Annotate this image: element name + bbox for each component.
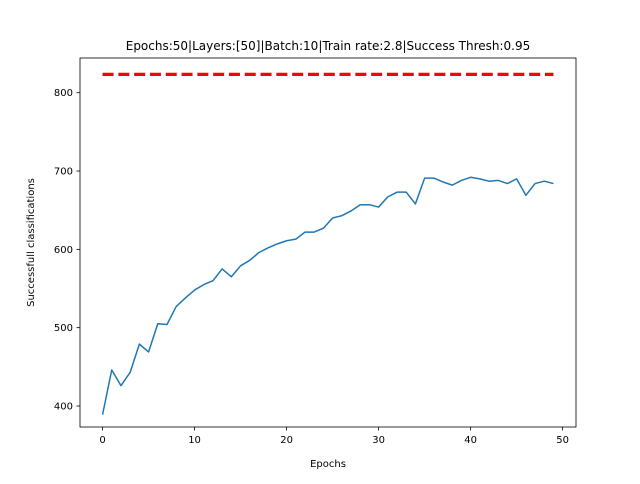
series-line [101,176,554,415]
y-tick-label: 500 [54,323,73,334]
plot-area [101,72,554,415]
y-tick-label: 600 [54,245,73,256]
y-tick-label: 400 [54,402,73,413]
chart-title: Epochs:50|Layers:[50]|Batch:10|Train rat… [126,39,531,53]
plot-frame [79,57,577,428]
y-axis-ticks: 400 500 600 700 800 [54,88,80,413]
x-tick-label: 10 [188,435,201,446]
x-axis-ticks: 0 10 20 30 40 50 [99,427,569,446]
y-tick-label: 700 [54,167,73,178]
x-tick-label: 40 [464,435,477,446]
x-tick-label: 0 [99,435,105,446]
y-tick-label: 800 [54,88,73,99]
y-axis-label: Successfull classifications [26,178,37,307]
x-tick-label: 30 [372,435,385,446]
x-tick-label: 50 [556,435,569,446]
x-axis-label: Epochs [310,459,346,470]
x-tick-label: 20 [280,435,293,446]
